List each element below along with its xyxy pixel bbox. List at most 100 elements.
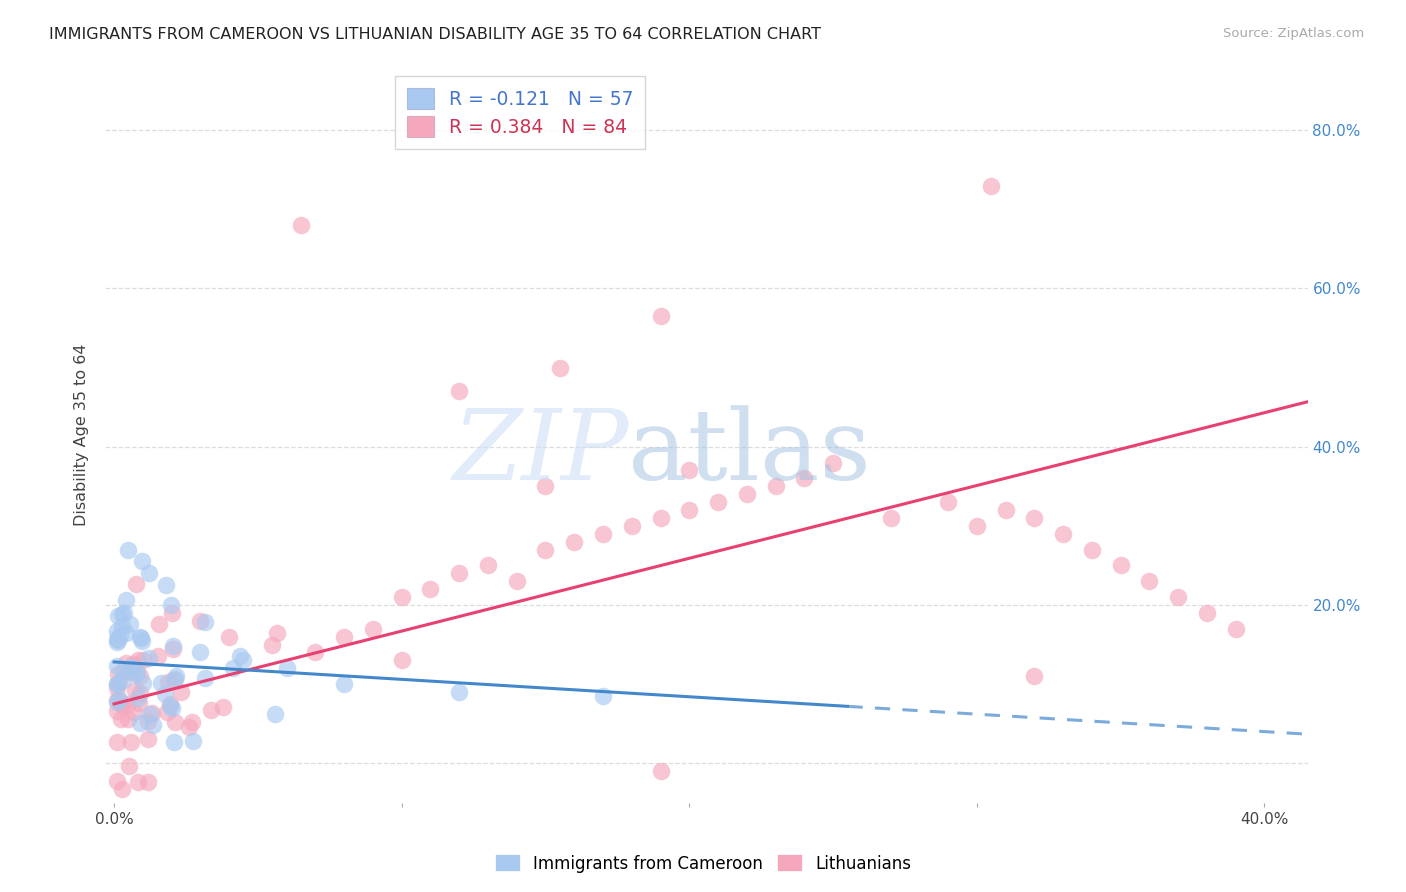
Point — [157, 674, 180, 689]
Point — [112, 606, 135, 620]
Point — [765, 479, 787, 493]
Point — [534, 542, 557, 557]
Point — [120, 617, 142, 632]
Point — [131, 633, 153, 648]
Text: IMMIGRANTS FROM CAMEROON VS LITHUANIAN DISABILITY AGE 35 TO 64 CORRELATION CHART: IMMIGRANTS FROM CAMEROON VS LITHUANIAN D… — [49, 27, 821, 42]
Point — [266, 625, 288, 640]
Point — [194, 615, 217, 629]
Point — [105, 695, 128, 709]
Point — [139, 706, 162, 721]
Point — [1225, 622, 1247, 636]
Point — [1195, 606, 1218, 620]
Point — [128, 631, 150, 645]
Point — [419, 582, 441, 596]
Point — [117, 542, 139, 557]
Point — [304, 645, 326, 659]
Point — [111, 665, 134, 679]
Point — [131, 554, 153, 568]
Point — [115, 593, 138, 607]
Text: Source: ZipAtlas.com: Source: ZipAtlas.com — [1223, 27, 1364, 40]
Point — [153, 687, 176, 701]
Point — [128, 716, 150, 731]
Point — [163, 672, 186, 686]
Point — [141, 706, 163, 720]
Point — [110, 696, 132, 710]
Point — [276, 661, 298, 675]
Point — [120, 735, 142, 749]
Point — [108, 692, 131, 706]
Point — [112, 673, 135, 687]
Point — [264, 707, 287, 722]
Legend: Immigrants from Cameroon, Lithuanians: Immigrants from Cameroon, Lithuanians — [488, 847, 918, 880]
Point — [129, 668, 152, 682]
Point — [361, 622, 384, 636]
Point — [1167, 590, 1189, 604]
Point — [650, 309, 672, 323]
Point — [105, 624, 128, 639]
Point — [138, 566, 160, 581]
Text: ZIP: ZIP — [453, 406, 628, 501]
Point — [160, 606, 183, 620]
Point — [650, 764, 672, 779]
Point — [229, 649, 252, 664]
Point — [124, 683, 146, 698]
Point — [163, 673, 186, 687]
Point — [148, 649, 170, 664]
Point — [449, 566, 471, 581]
Point — [110, 712, 132, 726]
Point — [391, 590, 413, 604]
Point — [110, 628, 132, 642]
Point — [122, 705, 145, 719]
Point — [290, 218, 312, 232]
Point — [994, 503, 1017, 517]
Point — [333, 630, 356, 644]
Point — [108, 675, 131, 690]
Point — [678, 463, 700, 477]
Point — [936, 495, 959, 509]
Point — [170, 685, 193, 699]
Point — [162, 639, 184, 653]
Point — [162, 641, 184, 656]
Point — [136, 774, 159, 789]
Point — [181, 734, 204, 748]
Point — [194, 671, 217, 685]
Point — [125, 577, 148, 591]
Point — [121, 661, 143, 675]
Point — [879, 511, 901, 525]
Point — [477, 558, 499, 573]
Point — [821, 456, 844, 470]
Point — [105, 773, 128, 788]
Point — [148, 617, 170, 632]
Point — [160, 701, 183, 715]
Point — [118, 665, 141, 680]
Point — [107, 633, 129, 648]
Point — [117, 712, 139, 726]
Point — [620, 519, 643, 533]
Point — [449, 685, 471, 699]
Point — [218, 630, 240, 644]
Point — [160, 598, 183, 612]
Point — [129, 632, 152, 646]
Point — [105, 632, 128, 646]
Point — [222, 661, 245, 675]
Point — [150, 675, 173, 690]
Point — [200, 703, 222, 717]
Point — [105, 692, 128, 706]
Point — [449, 384, 471, 399]
Point — [127, 774, 149, 789]
Point — [132, 653, 155, 667]
Y-axis label: Disability Age 35 to 64: Disability Age 35 to 64 — [75, 343, 90, 526]
Point — [232, 653, 254, 667]
Point — [115, 657, 138, 671]
Point — [111, 698, 134, 712]
Point — [132, 675, 155, 690]
Point — [117, 698, 139, 712]
Point — [333, 677, 356, 691]
Point — [1024, 511, 1046, 525]
Point — [156, 705, 179, 719]
Point — [128, 696, 150, 710]
Point — [125, 667, 148, 681]
Point — [592, 689, 614, 703]
Text: atlas: atlas — [628, 405, 872, 501]
Point — [163, 714, 186, 729]
